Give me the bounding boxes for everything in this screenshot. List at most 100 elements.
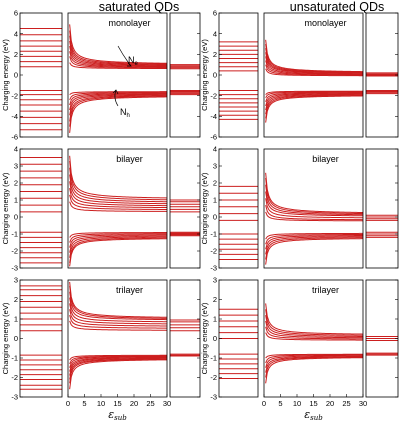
hole-charging-curve xyxy=(265,355,363,373)
y-tick-label: 1 xyxy=(213,196,217,205)
electron-charging-curve xyxy=(265,64,363,76)
electron-charging-curve xyxy=(69,285,167,319)
hole-charging-curve xyxy=(265,235,363,250)
hole-charging-curve xyxy=(265,355,363,368)
electron-charging-curve xyxy=(69,281,167,318)
electron-charging-curve xyxy=(69,51,167,68)
hole-charging-curve xyxy=(69,95,167,127)
electron-annotation-subscript: e xyxy=(135,61,139,67)
hole-charging-curve xyxy=(69,358,167,384)
column-title-saturated: saturated QDs xyxy=(98,0,180,14)
hole-charging-curve xyxy=(265,238,363,265)
x-tick-label: 0 xyxy=(66,399,70,408)
y-tick-label: 6 xyxy=(14,9,18,18)
hole-charging-curve xyxy=(69,94,167,122)
electron-charging-curve xyxy=(265,332,363,341)
hole-charging-curve xyxy=(265,92,363,107)
electron-charging-curve xyxy=(265,320,363,339)
electron-charging-curve xyxy=(265,39,363,73)
panel-saturated-qds-trilayer: Charging energy (eV) εsub xyxy=(1,279,201,422)
y-axis-label: Charging energy (eV) xyxy=(1,172,10,244)
hole-charging-curve xyxy=(265,232,363,240)
hole-annotation-subscript: h xyxy=(127,113,130,119)
x-tick-label: 25 xyxy=(146,399,154,408)
y-tick-label: 2 xyxy=(213,295,217,304)
x-tick-label: 30 xyxy=(163,399,171,408)
hole-charging-curve xyxy=(265,236,363,255)
hole-charging-curve xyxy=(69,237,167,263)
electron-charging-curve xyxy=(69,30,167,65)
hole-charging-curve xyxy=(69,91,167,96)
hole-charging-curve xyxy=(265,237,363,260)
layer-label: monolayer xyxy=(304,18,346,28)
y-tick-label: -2 xyxy=(210,373,217,382)
x-axis-label-subscript: sub xyxy=(310,414,323,422)
hole-charging-curve xyxy=(69,91,167,101)
right-levels-frame xyxy=(169,148,201,269)
hole-charging-curve xyxy=(69,355,167,365)
hole-charging-curve xyxy=(69,232,167,238)
right-levels-frame xyxy=(169,279,201,398)
electron-charging-curve xyxy=(69,188,167,209)
electron-charging-curve xyxy=(265,60,363,75)
electron-charging-curve xyxy=(69,314,167,329)
hole-charging-curve xyxy=(265,90,363,96)
hole-charging-curve xyxy=(265,233,363,245)
electron-charging-curve xyxy=(265,52,363,74)
y-tick-label: -2 xyxy=(11,373,18,382)
x-tick-label: 15 xyxy=(309,399,317,408)
y-tick-label: -1 xyxy=(11,230,18,239)
layer-label: bilayer xyxy=(116,154,143,164)
layer-label: trilayer xyxy=(116,285,143,295)
y-axis-label: Charging energy (eV) xyxy=(200,172,209,244)
y-tick-label: 4 xyxy=(213,29,217,38)
y-tick-label: 4 xyxy=(14,29,18,38)
electron-charging-curve xyxy=(69,167,167,203)
y-tick-label: -2 xyxy=(11,91,18,100)
layer-label: trilayer xyxy=(312,285,339,295)
hole-charging-curve xyxy=(69,236,167,258)
hole-charging-curve xyxy=(69,96,167,133)
y-tick-label: 1 xyxy=(213,315,217,324)
y-tick-label: -2 xyxy=(11,247,18,256)
left-levels-frame xyxy=(218,12,259,138)
y-tick-label: 4 xyxy=(14,145,18,154)
y-tick-label: 0 xyxy=(14,334,18,343)
panel-saturated-qds-bilayer: Charging energy (eV) xyxy=(1,148,201,269)
electron-charging-curve xyxy=(69,35,167,66)
y-tick-label: 2 xyxy=(14,295,18,304)
electron-charging-curve xyxy=(69,297,167,323)
y-tick-label: 0 xyxy=(14,71,18,80)
x-axis-label: εsub xyxy=(108,408,127,422)
x-tick-label: 25 xyxy=(342,399,350,408)
hole-charging-curve xyxy=(69,356,167,368)
y-tick-label: 4 xyxy=(213,145,217,154)
hole-charging-curve xyxy=(69,359,167,390)
hole-charging-curve xyxy=(69,238,167,267)
electron-charging-curve xyxy=(265,211,363,222)
hole-charging-curve xyxy=(69,357,167,376)
hole-charging-curve xyxy=(69,354,167,361)
column-title-unsaturated: unsaturated QDs xyxy=(289,0,385,14)
y-tick-label: -3 xyxy=(210,393,217,402)
y-tick-label: 0 xyxy=(14,213,18,222)
y-tick-label: 3 xyxy=(213,162,217,171)
electron-charging-curve xyxy=(69,62,167,70)
y-tick-label: -2 xyxy=(210,247,217,256)
electron-annotation: Ne xyxy=(128,55,139,67)
hole-charging-curve xyxy=(265,93,363,111)
y-tick-label: 3 xyxy=(213,276,217,285)
hole-charging-curve xyxy=(69,234,167,248)
hole-arrow xyxy=(114,89,119,107)
electron-charging-curve xyxy=(69,320,167,331)
y-tick-label: -4 xyxy=(11,112,18,121)
electron-charging-curve xyxy=(69,24,167,64)
y-tick-label: -3 xyxy=(11,264,18,273)
y-tick-label: -6 xyxy=(11,133,18,142)
electron-charging-curve xyxy=(69,160,167,201)
y-tick-label: 2 xyxy=(213,50,217,59)
electron-charging-curve xyxy=(69,56,167,69)
hole-charging-curve xyxy=(69,356,167,372)
y-tick-label: 0 xyxy=(213,334,217,343)
